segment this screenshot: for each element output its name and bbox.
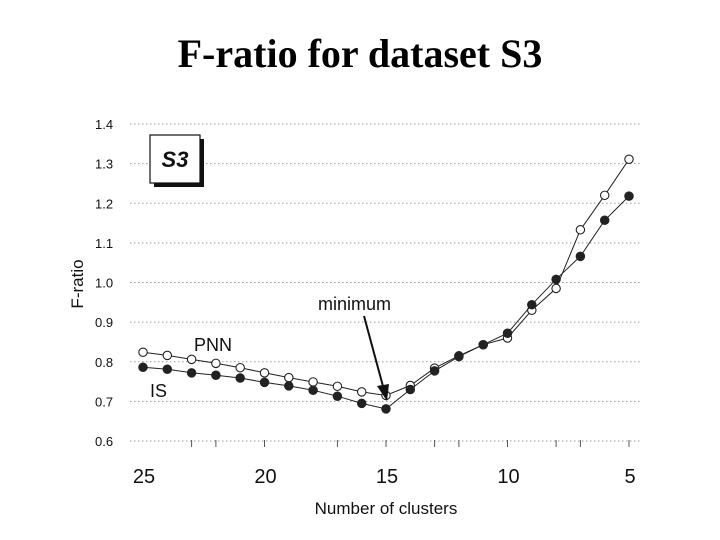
data-point-pnn bbox=[575, 225, 586, 235]
x-tick-label: 25 bbox=[133, 466, 155, 488]
data-point-is bbox=[478, 339, 488, 350]
y-axis-label: F-ratio bbox=[68, 259, 87, 308]
x-tick-label: 5 bbox=[624, 466, 635, 488]
chart-title: F-ratio for dataset S3 bbox=[177, 31, 543, 76]
data-point-pnn bbox=[624, 154, 634, 165]
data-point-pnn bbox=[356, 387, 367, 397]
series-is bbox=[138, 191, 634, 414]
data-point-pnn bbox=[162, 350, 173, 361]
series-layer bbox=[138, 154, 634, 414]
y-tick-label: 1.1 bbox=[95, 236, 113, 251]
data-point-is bbox=[186, 368, 197, 378]
data-point-is bbox=[138, 362, 148, 373]
minimum-arrow bbox=[363, 315, 389, 401]
x-tick-labels: 25 20 15 10 5 bbox=[133, 466, 636, 488]
data-point-pnn bbox=[551, 283, 561, 294]
data-point-pnn bbox=[138, 347, 148, 357]
data-point-pnn bbox=[186, 354, 197, 365]
data-point-is bbox=[284, 381, 294, 391]
badge-label: S3 bbox=[162, 147, 189, 172]
y-tick-label: 0.7 bbox=[95, 394, 113, 409]
is-series-label: IS bbox=[150, 381, 167, 401]
data-point-pnn bbox=[284, 372, 294, 383]
y-tick-label: 0.8 bbox=[95, 355, 113, 370]
pnn-series-label: PNN bbox=[194, 335, 232, 355]
minimum-arrow-line bbox=[363, 315, 385, 391]
data-point-pnn bbox=[211, 358, 221, 369]
data-point-is bbox=[259, 377, 270, 388]
minimum-arrow-head bbox=[377, 384, 389, 401]
y-tick-label: 1.0 bbox=[95, 276, 113, 291]
x-tick-label: 10 bbox=[497, 466, 519, 488]
data-point-pnn bbox=[259, 368, 270, 378]
data-point-is bbox=[405, 384, 416, 395]
data-point-is bbox=[211, 370, 221, 380]
dataset-badge: S3 bbox=[149, 134, 204, 187]
data-point-is bbox=[308, 385, 318, 396]
data-point-is bbox=[502, 328, 513, 338]
data-point-is bbox=[429, 366, 440, 376]
x-tick-label: 20 bbox=[254, 466, 276, 488]
data-point-is bbox=[575, 251, 586, 262]
y-tick-label: 0.9 bbox=[95, 315, 113, 330]
data-point-pnn bbox=[599, 190, 610, 201]
minimum-label: minimum bbox=[318, 294, 391, 314]
data-point-is bbox=[551, 274, 561, 285]
y-tick-label: 0.6 bbox=[95, 434, 113, 449]
data-point-pnn bbox=[332, 381, 343, 392]
x-tick-marks bbox=[191, 440, 630, 447]
data-point-is bbox=[235, 373, 245, 383]
data-point-is bbox=[624, 191, 634, 201]
x-axis-label: Number of clusters bbox=[315, 499, 458, 518]
x-tick-label: 15 bbox=[376, 466, 398, 488]
data-point-is bbox=[162, 364, 173, 375]
data-point-is bbox=[356, 398, 367, 409]
data-point-pnn bbox=[308, 377, 318, 387]
data-point-is bbox=[332, 391, 343, 401]
y-tick-label: 1.2 bbox=[95, 196, 113, 211]
data-point-is bbox=[527, 299, 537, 310]
y-tick-label: 1.4 bbox=[95, 117, 113, 132]
y-tick-labels: 1.4 1.3 1.2 1.1 1.0 0.9 0.8 0.7 0.6 bbox=[95, 117, 113, 449]
data-point-is bbox=[381, 404, 391, 414]
data-point-pnn bbox=[235, 362, 245, 373]
data-point-is bbox=[454, 351, 464, 362]
data-point-is bbox=[599, 215, 610, 226]
y-tick-label: 1.3 bbox=[95, 157, 113, 172]
badge-box bbox=[149, 134, 201, 184]
